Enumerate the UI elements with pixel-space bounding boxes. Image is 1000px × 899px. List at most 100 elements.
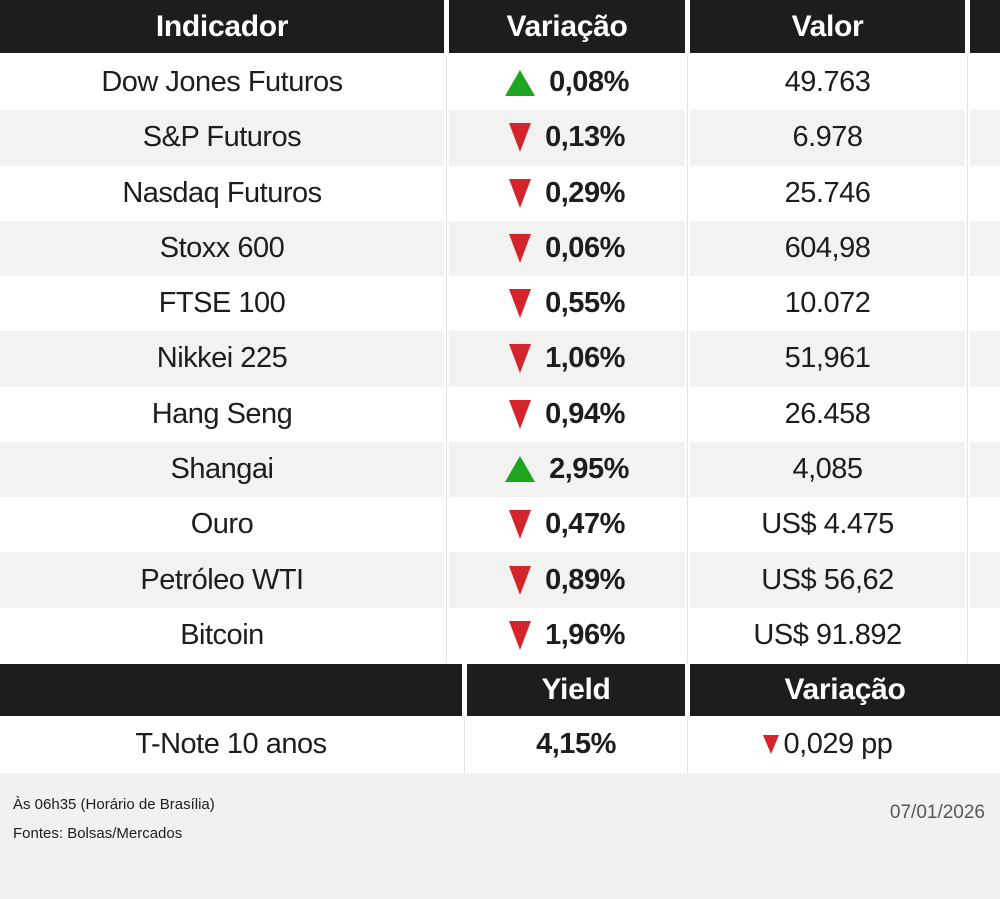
bond-change-value: 0,029 pp — [783, 728, 893, 761]
column-divider — [685, 220, 690, 277]
column-divider — [685, 441, 690, 498]
bond-change-cell: 0,029 pp — [690, 716, 1000, 773]
edge-cell — [970, 55, 1000, 111]
change-value: 0,06% — [545, 231, 625, 264]
column-divider — [444, 552, 449, 608]
indicator-label: Nikkei 225 — [0, 331, 444, 387]
table-row: S&P Futuros 0,13% 6.978 — [0, 110, 1000, 166]
change-arrow-icon — [509, 399, 532, 429]
change-arrow-icon — [762, 735, 779, 755]
column-divider — [685, 386, 690, 442]
edge-cell — [970, 607, 1000, 663]
change-arrow-icon — [509, 289, 532, 319]
value-label: US$ 4.475 — [690, 497, 965, 553]
column-divider — [965, 0, 970, 53]
change-value: 0,13% — [545, 121, 625, 154]
bond-indicator-label: T-Note 10 anos — [0, 716, 462, 773]
edge-cell — [970, 220, 1000, 277]
edge-cell — [970, 497, 1000, 553]
change-arrow-icon — [509, 233, 532, 263]
table-row: Dow Jones Futuros 0,08% 49.763 — [0, 55, 1000, 111]
value-label: 49.763 — [690, 55, 965, 111]
table-row: Stoxx 600 0,06% 604,98 — [0, 220, 1000, 277]
change-value: 0,08% — [549, 66, 629, 99]
header-edge-cell — [970, 0, 1000, 53]
table-footer: Às 06h35 (Horário de Brasília) Fontes: B… — [0, 772, 1000, 899]
change-arrow-icon — [509, 123, 532, 153]
bond-table-header: Yield Variação — [0, 663, 1000, 716]
column-divider — [444, 331, 449, 387]
column-divider — [444, 441, 449, 498]
indicator-label: FTSE 100 — [0, 276, 444, 332]
column-divider — [444, 276, 449, 332]
value-label: 4,085 — [690, 441, 965, 498]
indicator-label: Ouro — [0, 497, 444, 553]
table-row: Petróleo WTI 0,89% US$ 56,62 — [0, 552, 1000, 608]
change-value: 0,94% — [545, 397, 625, 430]
change-arrow-icon — [509, 620, 532, 650]
value-label: 10.072 — [690, 276, 965, 332]
column-divider — [462, 663, 467, 716]
change-value: 0,47% — [545, 508, 625, 541]
footer-notes: Às 06h35 (Horário de Brasília) Fontes: B… — [13, 790, 215, 848]
indicator-label: Stoxx 600 — [0, 220, 444, 277]
column-divider — [685, 331, 690, 387]
change-cell: 0,94% — [449, 386, 685, 442]
table-header: Indicador Variação Valor — [0, 0, 1000, 53]
indicator-label: Nasdaq Futuros — [0, 165, 444, 221]
edge-cell — [970, 110, 1000, 166]
change-cell: 1,06% — [449, 331, 685, 387]
column-divider — [965, 386, 970, 442]
edge-cell — [970, 331, 1000, 387]
header-cell-valor: Valor — [690, 0, 965, 53]
change-value: 2,95% — [549, 452, 629, 485]
indicator-label: S&P Futuros — [0, 110, 444, 166]
indicator-label: Dow Jones Futuros — [0, 55, 444, 111]
value-label: 26.458 — [690, 386, 965, 442]
column-divider — [444, 110, 449, 166]
change-cell: 0,89% — [449, 552, 685, 608]
bond-table-row: T-Note 10 anos 4,15% 0,029 pp — [0, 716, 1000, 773]
column-divider — [444, 220, 449, 277]
column-divider — [965, 607, 970, 663]
value-label: 6.978 — [690, 110, 965, 166]
column-divider — [685, 165, 690, 221]
change-arrow-icon — [509, 510, 532, 540]
column-divider — [965, 276, 970, 332]
column-divider — [965, 441, 970, 498]
date-label: 07/01/2026 — [889, 801, 985, 823]
value-label: US$ 91.892 — [690, 607, 965, 663]
column-divider — [965, 552, 970, 608]
header-cell-indicador: Indicador — [0, 0, 444, 53]
change-value: 1,96% — [545, 618, 625, 651]
column-divider — [444, 386, 449, 442]
value-label: 51,961 — [690, 331, 965, 387]
column-divider — [965, 110, 970, 166]
column-divider — [685, 663, 690, 716]
column-divider — [965, 55, 970, 111]
edge-cell — [970, 386, 1000, 442]
column-divider — [444, 0, 449, 53]
column-divider — [685, 716, 690, 773]
change-cell: 1,96% — [449, 607, 685, 663]
value-label: US$ 56,62 — [690, 552, 965, 608]
header-cell-variacao: Variação — [449, 0, 685, 53]
change-cell: 2,95% — [449, 441, 685, 498]
change-value: 0,55% — [545, 287, 625, 320]
column-divider — [462, 716, 467, 773]
column-divider — [685, 0, 690, 53]
indicator-label: Petróleo WTI — [0, 552, 444, 608]
time-note: Às 06h35 (Horário de Brasília) — [13, 795, 215, 813]
column-divider — [685, 110, 690, 166]
change-cell: 0,55% — [449, 276, 685, 332]
change-arrow-icon — [509, 178, 532, 208]
column-divider — [965, 331, 970, 387]
table-row: Hang Seng 0,94% 26.458 — [0, 386, 1000, 442]
table-row: Shangai 2,95% 4,085 — [0, 441, 1000, 498]
bond-header-cell-variacao: Variação — [690, 663, 1000, 716]
change-cell: 0,08% — [449, 55, 685, 111]
column-divider — [965, 220, 970, 277]
change-value: 0,29% — [545, 176, 625, 209]
table-row: Nasdaq Futuros 0,29% 25.746 — [0, 165, 1000, 221]
